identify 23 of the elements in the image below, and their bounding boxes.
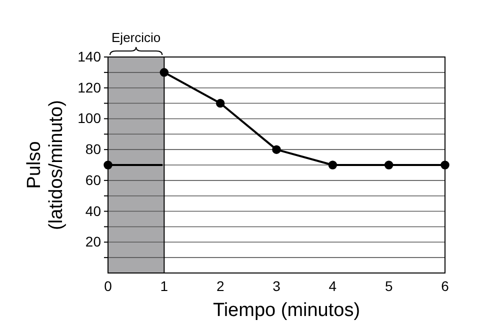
y-tick-label: 120 [78, 79, 102, 96]
x-tick-label: 6 [441, 278, 450, 294]
x-axis-title: Tiempo (minutos) [212, 300, 360, 321]
x-tick-label: 0 [104, 278, 112, 294]
y-tick-label: 100 [78, 110, 102, 126]
x-tick-label: 5 [384, 278, 393, 294]
point [272, 145, 281, 154]
y-tick-label: 20 [85, 234, 102, 250]
y-axis-title: Pulso (latidos/minuto) [24, 100, 67, 230]
x-tick-label: 2 [216, 278, 224, 294]
y-tick-label: 60 [85, 172, 102, 188]
point [160, 68, 169, 77]
x-tick-label: 1 [160, 278, 168, 294]
point [216, 98, 225, 108]
y-tick-label: 40 [85, 202, 102, 219]
point [384, 160, 394, 170]
y-tick-label: 80 [85, 141, 102, 158]
band-label: Ejercicio [112, 30, 161, 45]
y-tick-label: 140 [78, 48, 102, 64]
point [328, 160, 338, 170]
x-tick-label: 4 [328, 278, 337, 294]
x-tick-label: 3 [272, 278, 281, 294]
point [440, 160, 450, 170]
